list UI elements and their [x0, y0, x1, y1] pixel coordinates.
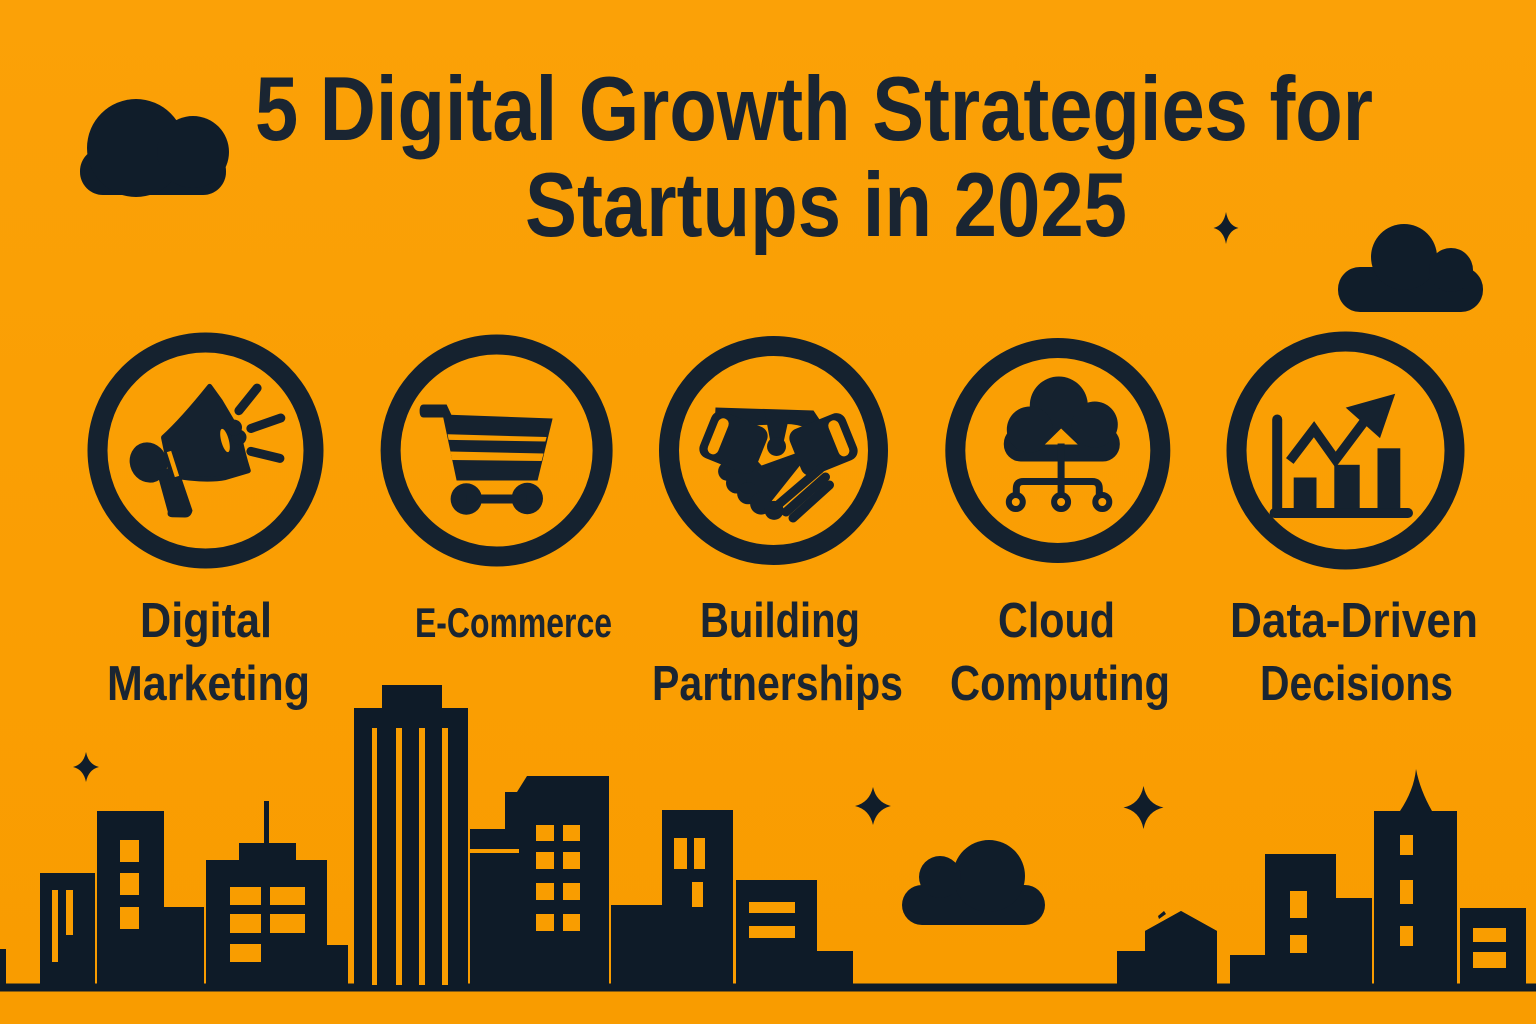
svg-text:Computing: Computing — [950, 657, 1170, 711]
svg-text:Cloud: Cloud — [998, 594, 1115, 648]
svg-text:Partnerships: Partnerships — [652, 657, 903, 711]
svg-text:E-Commerce: E-Commerce — [415, 599, 612, 646]
svg-text:5 Digital Growth Strategies fo: 5 Digital Growth Strategies for — [255, 59, 1373, 160]
svg-text:Marketing: Marketing — [107, 657, 310, 711]
svg-text:Digital: Digital — [140, 594, 272, 648]
svg-text:Building: Building — [700, 594, 860, 648]
svg-text:Decisions: Decisions — [1260, 657, 1453, 711]
svg-text:Startups in 2025: Startups in 2025 — [525, 155, 1127, 256]
svg-text:Data-Driven: Data-Driven — [1230, 594, 1478, 648]
